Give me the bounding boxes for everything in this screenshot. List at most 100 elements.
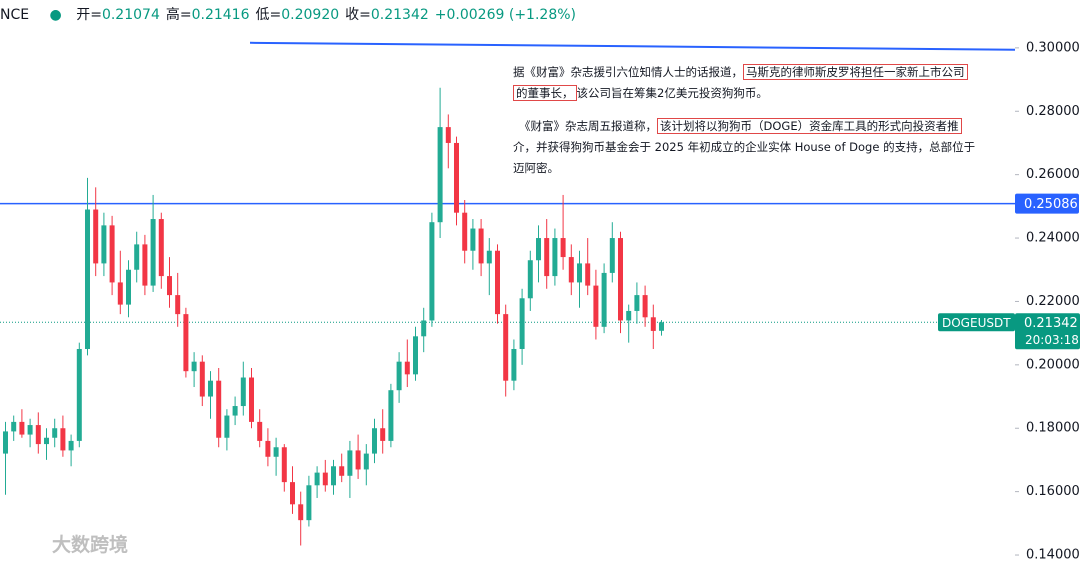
- candle-body: [527, 260, 533, 299]
- candle-body: [634, 295, 640, 311]
- text: 该公司旨在筹集2亿美元投资狗狗币。: [576, 86, 768, 100]
- candle-body: [404, 361, 410, 375]
- candle-body: [183, 314, 189, 372]
- candle-body: [618, 238, 623, 321]
- y-tick-label: 0.22000: [1026, 294, 1080, 309]
- candle-body: [191, 361, 197, 372]
- candle-body: [27, 425, 33, 435]
- candle-body: [503, 314, 509, 381]
- candle-body: [626, 310, 632, 321]
- candle-body: [93, 209, 99, 264]
- ohlc-label: 收=: [345, 7, 371, 23]
- candle-body: [577, 263, 582, 283]
- candle-body: [109, 225, 115, 283]
- ohlc-value: +0.00269 (+1.28%): [434, 7, 576, 23]
- candle-body: [593, 285, 599, 327]
- candle-body: [158, 219, 164, 277]
- ohlc-value: 0.20920: [281, 7, 340, 23]
- price-badge-label: 0.25086: [1024, 197, 1078, 212]
- annotation: 据《财富》杂志援引六位知情人士的话报道， 马斯克的律师斯皮罗将担任一家新上市公司的…: [513, 62, 975, 179]
- candle-body: [454, 142, 459, 213]
- text: 介，并获得狗狗币基金会于 2025 年初成立的企业实体 House of Dog…: [513, 140, 976, 154]
- candle-body: [568, 257, 574, 283]
- candle-body: [150, 219, 156, 286]
- ohlc-label: 低=: [255, 7, 282, 23]
- y-tick-label: 0.24000: [1026, 231, 1080, 246]
- candle-body: [486, 250, 492, 264]
- ohlc-value: 0.21416: [191, 7, 250, 23]
- candle-body: [257, 421, 263, 441]
- ohlc-item: 收=0.21342: [345, 7, 429, 23]
- last-price-label: 0.21342: [1024, 316, 1078, 331]
- symbol: NCE: [0, 7, 30, 23]
- candle-body: [339, 466, 345, 476]
- candle-body: [249, 377, 254, 422]
- watermark: 大数跨境: [52, 534, 129, 556]
- candle-body: [609, 238, 615, 273]
- candle-body: [519, 298, 525, 349]
- candle-body: [642, 295, 648, 318]
- candle-body: [306, 485, 312, 521]
- candle-body: [44, 437, 49, 445]
- candle-body: [495, 250, 500, 315]
- candle-body: [35, 425, 41, 445]
- y-tick-label: 0.18000: [1026, 421, 1080, 436]
- candle-body: [3, 431, 8, 454]
- annotation-line: 据《财富》杂志援引六位知情人士的话报道， 马斯克的律师斯皮罗将担任一家新上市公司: [513, 62, 975, 83]
- candle-body: [240, 377, 246, 407]
- candle-body: [462, 212, 468, 251]
- candle-body: [232, 406, 238, 416]
- ohlc-item: 低=0.20920: [256, 7, 340, 23]
- ohlc-label: 开=: [76, 7, 102, 23]
- price-badge: [1015, 193, 1079, 214]
- highlight: 该计划将以狗狗币（DOGE）资金库工具的形式向投资者推: [657, 118, 962, 134]
- y-tick-label: 0.30000: [1026, 40, 1080, 55]
- ohlc-label: 高=: [165, 7, 192, 23]
- candle-body: [298, 504, 304, 521]
- candle-body: [396, 361, 402, 391]
- ohlc-value: 0.21074: [101, 7, 160, 23]
- candle-body: [142, 244, 148, 286]
- last-price-badge: [1015, 313, 1080, 350]
- text: 迈阿密。: [513, 161, 559, 175]
- candle-body: [76, 348, 82, 441]
- candle-body: [134, 244, 140, 270]
- candle-body: [347, 450, 353, 476]
- candle-body: [85, 209, 90, 349]
- text: 据《财富》杂志援引六位知情人士的话报道，: [513, 65, 743, 79]
- candle-body: [199, 361, 205, 397]
- candle-body: [68, 440, 74, 451]
- candle-body: [437, 127, 443, 223]
- candle-body: [117, 282, 123, 305]
- candle-body: [101, 225, 107, 264]
- annotation-line: 介，并获得狗狗币基金会于 2025 年初成立的企业实体 House of Dog…: [513, 137, 975, 158]
- candle-body: [331, 466, 336, 486]
- candle-body: [470, 228, 476, 251]
- trend-line: [249, 41, 1016, 51]
- candle-body: [560, 238, 566, 258]
- candle-body: [60, 428, 66, 451]
- y-tick-label: 0.28000: [1026, 104, 1080, 119]
- y-tick-label: 0.16000: [1026, 484, 1080, 499]
- candle-body: [536, 238, 541, 261]
- y-tick-label: 0.26000: [1026, 167, 1080, 182]
- ohlc-value: 0.21342: [370, 7, 429, 23]
- countdown-label: 20:03:18: [1025, 333, 1079, 347]
- candle-body: [511, 348, 517, 381]
- symbol-label: DOGEUSDT: [942, 316, 1011, 330]
- candle-body: [314, 472, 320, 486]
- candle-body: [429, 222, 435, 321]
- y-tick-label: 0.14000: [1026, 548, 1080, 562]
- candle-body: [126, 269, 131, 305]
- candle-body: [650, 317, 656, 331]
- highlight: 的董事长，: [513, 85, 577, 101]
- candle-body: [445, 127, 451, 143]
- candle-body: [421, 320, 427, 337]
- dot: ●: [49, 7, 62, 23]
- candle-body: [372, 428, 377, 454]
- candle-body: [11, 421, 17, 432]
- header: NCE ● 开=0.21074 高=0.21416 低=0.20920 收=0.213…: [0, 4, 582, 24]
- annotation-line: 《财富》杂志周五报道称， 该计划将以狗狗币（DOGE）资金库工具的形式向投资者推: [513, 116, 975, 137]
